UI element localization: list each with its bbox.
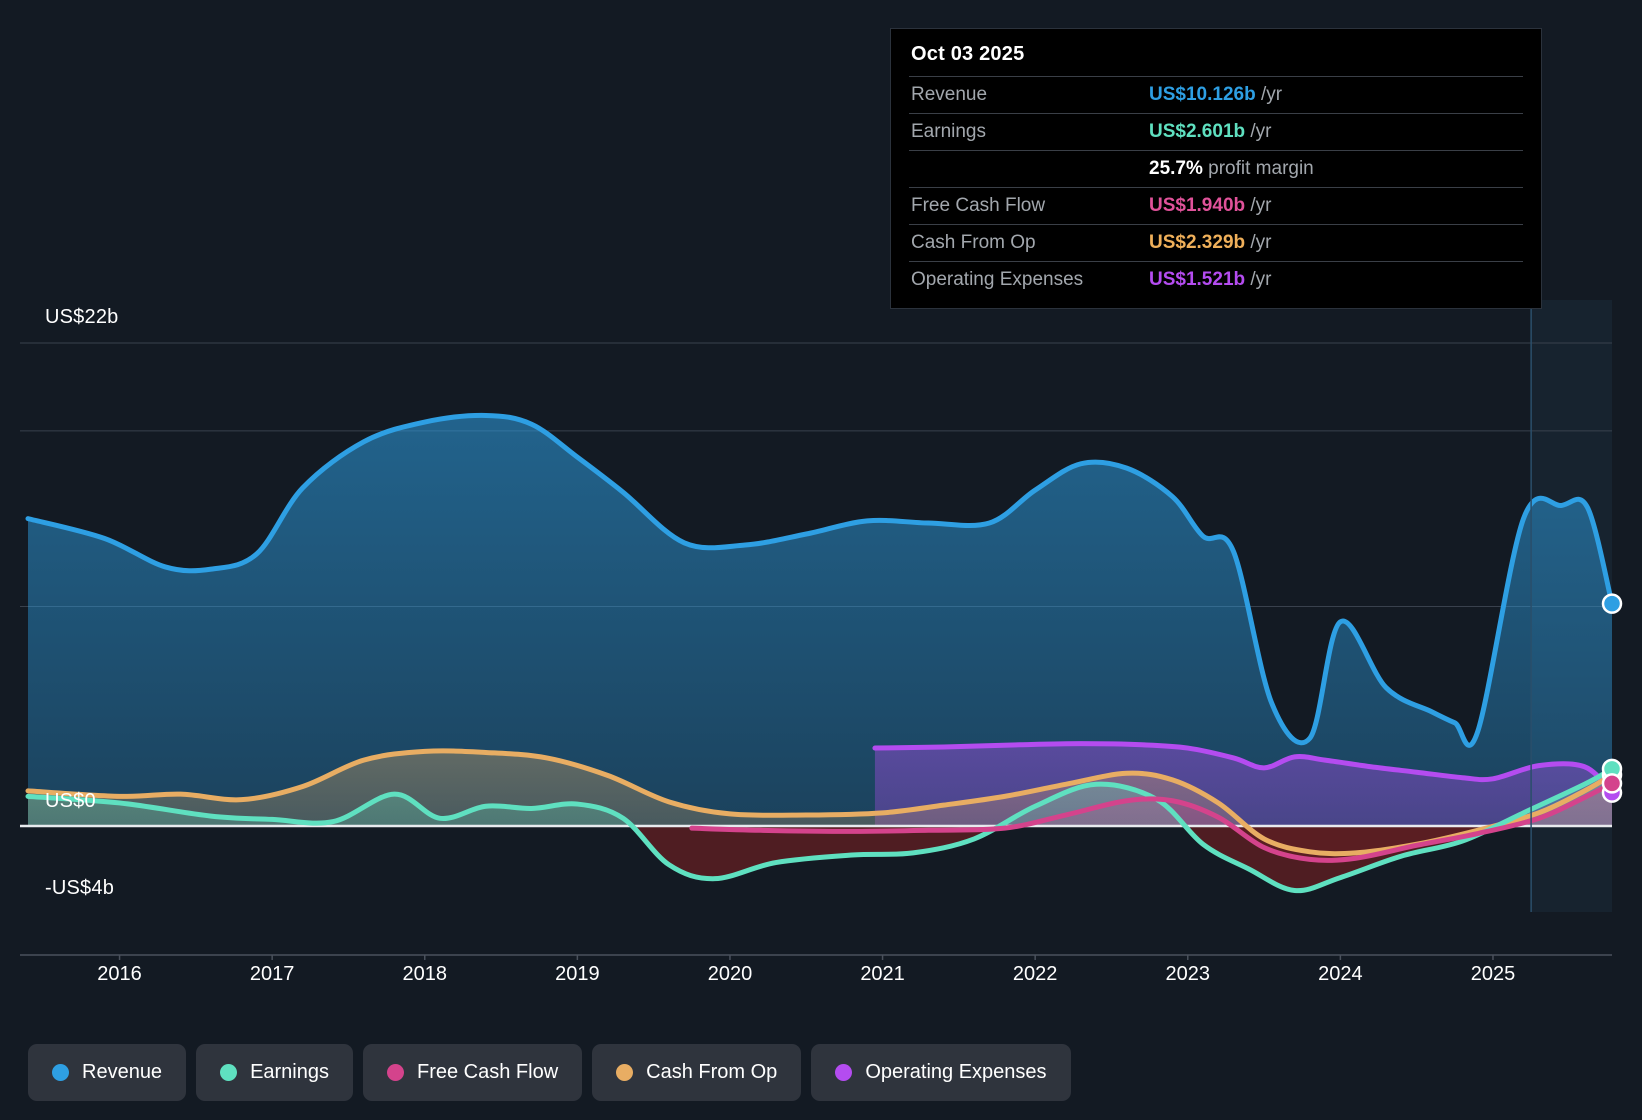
tooltip-metric-amount: US$2.601b bbox=[1149, 121, 1246, 142]
tooltip-row: Revenue US$10.126b /yr bbox=[909, 76, 1523, 114]
series-area-free-cash-flow bbox=[691, 783, 1612, 826]
y-axis-label-bottom: -US$4b bbox=[45, 877, 115, 899]
series-area-negative-earnings bbox=[28, 826, 1612, 891]
tooltip-metric-unit: /yr bbox=[1245, 269, 1272, 290]
series-line-revenue[interactable] bbox=[25, 412, 1615, 748]
x-axis-tick-label: 2023 bbox=[1165, 963, 1211, 985]
tooltip-metric-amount: US$2.329b bbox=[1149, 232, 1246, 253]
legend-color-dot-icon bbox=[835, 1064, 853, 1081]
tooltip-date: Oct 03 2025 bbox=[911, 43, 1025, 65]
legend-item-cash-from-op[interactable]: Cash From Op bbox=[592, 1044, 802, 1101]
tooltip-row: Operating Expenses US$1.521b /yr bbox=[909, 261, 1523, 299]
series-line-free-cash-flow[interactable] bbox=[689, 780, 1615, 863]
legend-item-label: Revenue bbox=[82, 1061, 163, 1083]
tooltip-metric-unit: /yr bbox=[1245, 195, 1272, 216]
legend-item-label: Free Cash Flow bbox=[417, 1061, 559, 1083]
tooltip-metric-value: US$1.940b /yr bbox=[1149, 188, 1523, 225]
tooltip-metrics-table: Revenue US$10.126b /yr Earnings US$2.601b /… bbox=[909, 76, 1523, 298]
legend-item-free-cash-flow[interactable]: Free Cash Flow bbox=[363, 1044, 583, 1101]
chart-legend[interactable]: Revenue Earnings Free Cash Flow Cash From O… bbox=[28, 1044, 1071, 1101]
x-axis-tick-label: 2022 bbox=[1012, 963, 1058, 985]
tooltip-metric-amount: US$10.126b bbox=[1149, 84, 1256, 105]
legend-color-dot-icon bbox=[220, 1064, 238, 1081]
x-axis-tick-label: 2021 bbox=[860, 963, 905, 985]
legend-item-label: Cash From Op bbox=[646, 1061, 778, 1083]
x-axis-tick-label: 2017 bbox=[249, 963, 295, 985]
series-line-operating-expenses[interactable] bbox=[872, 741, 1615, 796]
series-line-earnings[interactable] bbox=[25, 766, 1615, 894]
series-line-cash-from-op[interactable] bbox=[25, 748, 1615, 857]
tooltip-metric-value: 25.7% profit margin bbox=[1149, 151, 1523, 188]
x-axis-tick-label: 2020 bbox=[707, 963, 753, 985]
legend-color-dot-icon bbox=[52, 1064, 69, 1081]
tooltip-metric-unit: /yr bbox=[1245, 232, 1272, 253]
data-point-marker-revenue[interactable] bbox=[1601, 593, 1623, 614]
tooltip-metric-unit: profit margin bbox=[1202, 158, 1314, 179]
hover-tooltip: Oct 03 2025 Revenue US$10.126b /yr Earning… bbox=[890, 28, 1542, 309]
tooltip-metric-label: Revenue bbox=[911, 84, 988, 105]
tooltip-row: Free Cash Flow US$1.940b /yr bbox=[909, 187, 1523, 225]
legend-item-label: Operating Expenses bbox=[865, 1061, 1047, 1083]
tooltip-metric-value: US$10.126b /yr bbox=[1149, 77, 1523, 114]
legend-color-dot-icon bbox=[387, 1064, 404, 1081]
tooltip-metric-label: Earnings bbox=[911, 121, 986, 142]
y-axis-label-top: US$22b bbox=[45, 306, 119, 328]
tooltip-metric-value: US$2.601b /yr bbox=[1149, 114, 1523, 151]
x-axis-tick-label: 2024 bbox=[1318, 963, 1363, 985]
tooltip-metric-label bbox=[909, 151, 1149, 188]
series-area-revenue bbox=[28, 415, 1612, 826]
legend-item-revenue[interactable]: Revenue bbox=[28, 1044, 187, 1101]
tooltip-metric-label: Cash From Op bbox=[911, 232, 1036, 253]
tooltip-metric-label: Free Cash Flow bbox=[911, 195, 1046, 216]
chart-plot-area bbox=[20, 300, 1623, 960]
legend-color-dot-icon bbox=[616, 1064, 634, 1081]
legend-item-earnings[interactable]: Earnings bbox=[196, 1044, 353, 1101]
tooltip-metric-unit: /yr bbox=[1255, 84, 1283, 105]
data-point-marker-free-cash-flow[interactable] bbox=[1601, 773, 1623, 794]
tooltip-metric-amount: US$1.521b bbox=[1149, 269, 1246, 290]
tooltip-row: Earnings US$2.601b /yr bbox=[909, 113, 1523, 151]
tooltip-metric-amount: US$1.940b bbox=[1149, 195, 1246, 216]
x-axis-tick-label: 2025 bbox=[1470, 963, 1516, 985]
x-axis-labels: 2016 2017 2018 2019 2020 2021 2022 2023 2024 2025 bbox=[0, 963, 1642, 1003]
x-axis-tick-label: 2018 bbox=[402, 963, 448, 985]
legend-item-label: Earnings bbox=[250, 1061, 329, 1083]
y-axis-label-zero: US$0 bbox=[45, 790, 96, 812]
tooltip-row: 25.7% profit margin bbox=[909, 150, 1523, 188]
legend-item-operating-expenses[interactable]: Operating Expenses bbox=[811, 1044, 1071, 1101]
tooltip-metric-value: US$1.521b /yr bbox=[1149, 262, 1523, 299]
tooltip-metric-amount: 25.7% bbox=[1149, 158, 1203, 179]
x-axis-tick-label: 2016 bbox=[97, 963, 142, 985]
tooltip-metric-label: Operating Expenses bbox=[911, 269, 1084, 290]
tooltip-metric-value: US$2.329b /yr bbox=[1149, 225, 1523, 262]
tooltip-row: Cash From Op US$2.329b /yr bbox=[909, 224, 1523, 262]
tooltip-metric-unit: /yr bbox=[1245, 121, 1272, 142]
x-axis-tick-label: 2019 bbox=[555, 963, 600, 985]
